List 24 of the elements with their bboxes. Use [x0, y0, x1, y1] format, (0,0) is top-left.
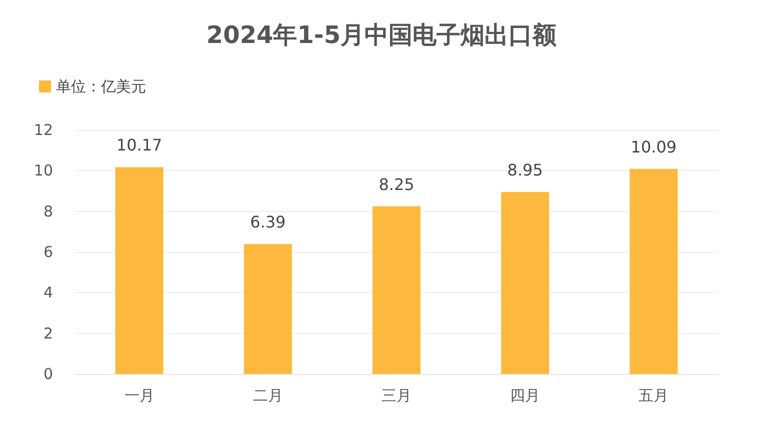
data-label: 10.17	[116, 136, 162, 155]
chart-title: 2024年1-5月中国电子烟出口额	[206, 21, 558, 49]
x-tick-label: 三月	[382, 386, 412, 404]
bar	[115, 167, 164, 374]
data-label: 10.09	[630, 137, 677, 156]
data-label: 6.39	[250, 212, 286, 232]
y-tick-label: 2	[43, 324, 53, 342]
x-tick-label: 五月	[638, 386, 669, 404]
bar	[501, 192, 550, 374]
y-tick-label: 6	[43, 243, 53, 261]
bar	[630, 168, 678, 374]
y-tick-label: 0	[43, 365, 53, 383]
y-tick-label: 12	[34, 121, 53, 139]
bar	[244, 244, 292, 374]
x-tick-label: 四月	[510, 386, 540, 404]
data-label: 8.25	[378, 174, 414, 194]
legend-label: 单位：亿美元	[56, 78, 146, 96]
x-tick-label: 一月	[124, 386, 154, 404]
y-tick-label: 4	[43, 284, 53, 302]
bar	[372, 206, 420, 374]
data-label: 8.95	[507, 160, 543, 180]
x-tick-label: 二月	[252, 386, 283, 404]
y-tick-label: 10	[34, 162, 53, 180]
y-tick-label: 8	[43, 202, 53, 220]
